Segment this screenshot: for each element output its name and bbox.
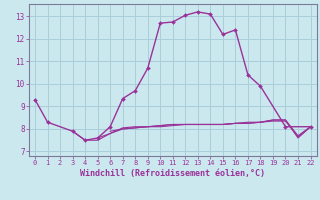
X-axis label: Windchill (Refroidissement éolien,°C): Windchill (Refroidissement éolien,°C) [80,169,265,178]
